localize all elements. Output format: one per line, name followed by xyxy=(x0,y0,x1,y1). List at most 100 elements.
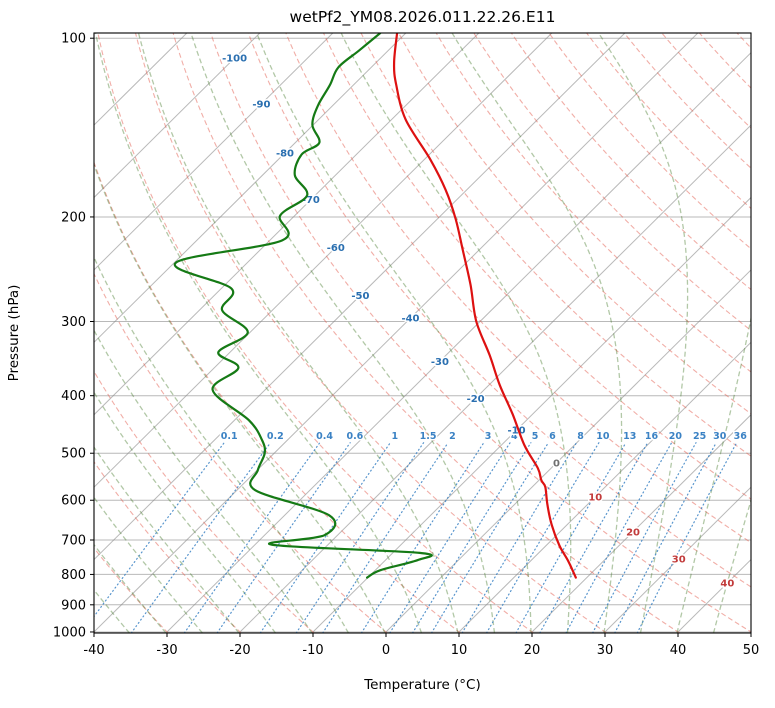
mixing-ratio-line xyxy=(322,442,449,633)
mixing-ratio-line xyxy=(636,442,738,633)
isotherm-line xyxy=(94,33,334,271)
isotherm-line xyxy=(530,414,751,633)
isotherm-line xyxy=(94,33,407,344)
isotherm-line xyxy=(165,51,751,633)
dry-adiabat xyxy=(473,33,751,332)
moist-adiabat xyxy=(94,33,423,633)
isotherm-label: 40 xyxy=(720,578,734,589)
dry-adiabat xyxy=(360,33,751,457)
dry-adiabat xyxy=(134,33,607,633)
x-tick-label: 0 xyxy=(382,643,390,658)
isotherm-label: -30 xyxy=(431,357,449,368)
moist-adiabat xyxy=(340,33,572,633)
isotherm-line xyxy=(676,558,751,633)
isotherm-line xyxy=(603,486,751,633)
isotherm-label: 30 xyxy=(672,554,686,565)
x-axis-label: Temperature (°C) xyxy=(363,677,481,693)
isotherm-label: -70 xyxy=(302,195,320,206)
dry-adiabat xyxy=(97,33,534,633)
mixing-ratio-line xyxy=(461,442,578,633)
isotherm-line xyxy=(94,33,553,488)
x-tick-label: -40 xyxy=(83,643,104,658)
dry-adiabat xyxy=(247,33,751,588)
dry-adiabat xyxy=(94,370,315,633)
dry-adiabat xyxy=(94,160,461,633)
y-tick-label: 100 xyxy=(61,32,86,47)
isotherm-label: -100 xyxy=(222,54,247,65)
isotherm-line xyxy=(311,196,751,633)
mixing-ratio-label: 8 xyxy=(577,431,584,442)
isotherm-label: 10 xyxy=(588,492,602,503)
mixing-ratio-line xyxy=(94,442,225,618)
mixing-ratio-labels: 0.1 0.2 0.4 0.6 1 1.5 2 3 4 5 6 8 10 13 16 20 25 30 36 xyxy=(219,430,748,444)
moist-adiabat xyxy=(94,445,240,633)
moist-adiabat xyxy=(94,329,313,633)
moist-adiabat xyxy=(94,162,386,633)
mixing-ratio-line xyxy=(130,442,272,633)
dry-adiabat xyxy=(435,33,751,373)
mixing-ratio-lines xyxy=(94,442,738,633)
mixing-ratio-label: 30 xyxy=(713,431,727,442)
moist-adiabat xyxy=(94,255,350,633)
y-tick-label: 500 xyxy=(61,447,86,462)
isotherm-line xyxy=(238,124,751,633)
temperature-curve xyxy=(392,33,577,579)
dry-adiabat xyxy=(736,33,751,49)
x-tick-label: -20 xyxy=(229,643,250,658)
mixing-ratio-line xyxy=(592,442,697,633)
x-tick-label: -30 xyxy=(156,643,177,658)
y-tick-label: 800 xyxy=(61,568,86,583)
moist-adiabat xyxy=(94,496,203,633)
mixing-ratio-label: 0.1 xyxy=(221,431,238,442)
isotherm-line xyxy=(94,33,626,561)
dry-adiabat xyxy=(94,460,242,633)
mixing-ratio-label: 10 xyxy=(596,431,610,442)
sounding-curves xyxy=(173,33,577,579)
dry-adiabat xyxy=(172,33,680,633)
mixing-ratio-line xyxy=(411,442,532,633)
mixing-ratio-label: 4 xyxy=(511,431,518,442)
grid-lines xyxy=(94,33,751,633)
mixing-ratio-label: 6 xyxy=(549,431,556,442)
mixing-ratio-line xyxy=(216,442,351,633)
isotherm-label: 20 xyxy=(626,527,640,538)
isotherm-label: -10 xyxy=(508,426,526,437)
y-tick-label: 1000 xyxy=(53,625,86,640)
dry-adiabat xyxy=(94,272,388,633)
y-tick-label: 200 xyxy=(61,210,86,225)
dry-adiabat xyxy=(323,33,751,500)
moist-adiabat xyxy=(451,33,623,633)
y-tick-label: 600 xyxy=(61,494,86,509)
mixing-ratio-label: 0.4 xyxy=(316,431,333,442)
axes: -40 -30 -20 -10 0 10 20 30 40 5010020030040050060… xyxy=(53,32,759,658)
isotherm-label: -80 xyxy=(276,148,294,159)
mixing-ratio-line xyxy=(539,442,649,633)
mixing-ratio-label: 3 xyxy=(485,431,492,442)
y-axis-label: Pressure (hPa) xyxy=(6,285,22,382)
isotherm-line xyxy=(94,33,699,633)
x-tick-label: 50 xyxy=(743,643,760,658)
mixing-ratio-label: 1.5 xyxy=(420,431,437,442)
isotherm-line xyxy=(384,269,751,633)
isotherm-line xyxy=(94,33,188,126)
moist-adiabat xyxy=(94,391,277,633)
dry-adiabat xyxy=(510,33,751,291)
x-tick-label: 30 xyxy=(597,643,614,658)
dry-adiabats xyxy=(94,33,751,633)
x-tick-label: 10 xyxy=(451,643,468,658)
dry-adiabat xyxy=(548,33,751,250)
isotherm-label: -20 xyxy=(467,394,485,405)
isotherm-label: -50 xyxy=(351,291,369,302)
mixing-ratio-label: 0.2 xyxy=(267,431,284,442)
mixing-ratio-line xyxy=(515,442,627,633)
isotherm-label: 0 xyxy=(553,458,560,469)
x-tick-label: 40 xyxy=(670,643,687,658)
mixing-ratio-label: 13 xyxy=(623,431,636,442)
isotherm-label: -90 xyxy=(252,99,270,110)
moist-adiabat xyxy=(190,33,496,633)
mixing-ratio-label: 0.6 xyxy=(346,431,363,442)
moist-adiabat xyxy=(676,315,751,633)
y-tick-label: 300 xyxy=(61,315,86,330)
